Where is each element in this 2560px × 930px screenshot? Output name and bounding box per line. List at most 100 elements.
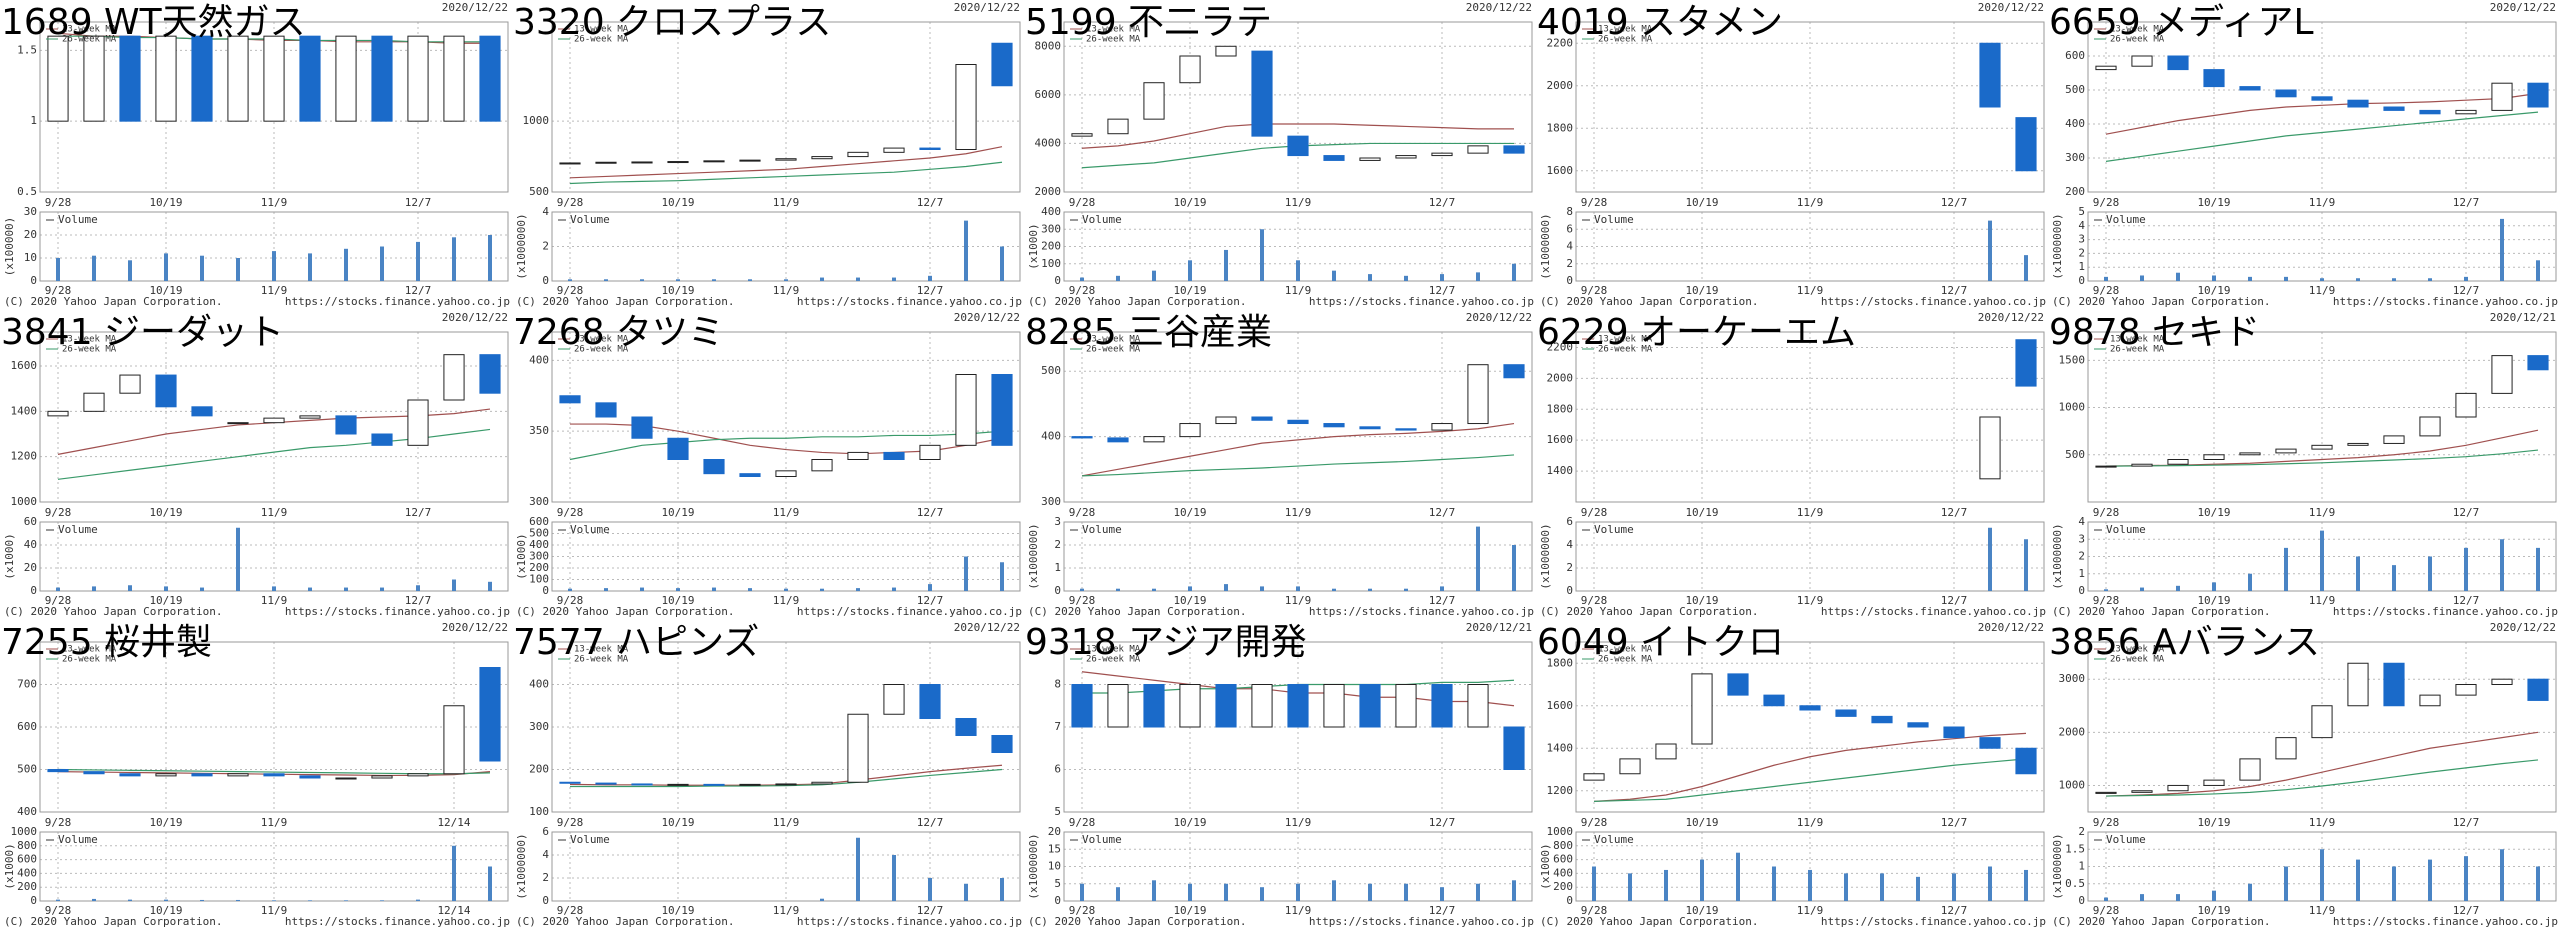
x-tick-label: 9/28	[1069, 816, 1096, 829]
volume-bar	[1772, 866, 1776, 901]
candle-body	[119, 374, 141, 394]
candle-body	[227, 422, 249, 425]
volume-bar	[1116, 275, 1120, 281]
volume-legend: Volume	[2106, 523, 2146, 536]
x-tick-label: 11/9	[1285, 506, 1312, 519]
candle-body	[443, 705, 465, 775]
x-tick-label: 10/19	[149, 506, 182, 519]
candle-body	[2131, 463, 2153, 467]
volume-bar	[2464, 276, 2468, 281]
y-tick-label: 1200	[1547, 784, 1574, 797]
x-tick-label: 11/9	[773, 816, 800, 829]
candle-body	[227, 35, 249, 122]
candle-body	[1431, 152, 1453, 157]
x-tick-label: 10/19	[1685, 196, 1718, 209]
y-tick-label: 1	[2078, 260, 2085, 273]
candle-body	[595, 402, 617, 418]
candle-body	[2203, 779, 2225, 786]
candle-body	[2203, 454, 2225, 460]
volume-bar	[2428, 278, 2432, 281]
legend-label: 13-week MA	[574, 335, 629, 345]
x-tick-label: 11/9	[1797, 196, 1824, 209]
volume-bar	[712, 587, 716, 591]
volume-bar	[748, 279, 752, 281]
volume-bar	[1000, 878, 1004, 901]
volume-bar	[784, 279, 788, 281]
legend-label: 26-week MA	[574, 345, 629, 355]
source: https://stocks.finance.yahoo.co.jp	[2333, 915, 2558, 928]
candle-body	[2383, 106, 2405, 111]
chart-title: 7255 桜井製	[1, 622, 212, 663]
date: 2020/12/22	[1466, 311, 1532, 324]
candle-body	[1323, 684, 1345, 728]
chart-title: 5199 不二ラテ	[1025, 2, 1272, 43]
volume-bar	[2212, 890, 2216, 901]
legend-label: 26-week MA	[2110, 655, 2165, 665]
copyright: (C) 2020 Yahoo Japan Corporation.	[1028, 295, 1247, 308]
date: 2020/12/22	[1978, 1, 2044, 14]
candle-body	[83, 392, 105, 412]
source: https://stocks.finance.yahoo.co.jp	[797, 295, 1022, 308]
x-tick-label: 10/19	[1685, 284, 1718, 297]
candle-body	[2347, 442, 2369, 446]
x-tick-label: 9/28	[1581, 506, 1608, 519]
x-tick-label: 12/7	[2453, 506, 2480, 519]
volume-bar	[200, 587, 204, 591]
volume-bar	[1260, 229, 1264, 281]
legend-label: 13-week MA	[1598, 335, 1653, 345]
volume-bar	[128, 899, 132, 901]
candle-body	[2311, 96, 2333, 101]
x-tick-label: 11/9	[261, 506, 288, 519]
candle-body	[2095, 465, 2117, 468]
legend-label: 13-week MA	[1086, 335, 1141, 345]
legend-label: 13-week MA	[62, 645, 117, 655]
plot-frame	[1575, 641, 2045, 813]
volume-bar	[236, 258, 240, 281]
volume-bar	[344, 248, 348, 281]
y-tick-label: 4000	[1035, 136, 1062, 149]
source: https://stocks.finance.yahoo.co.jp	[285, 915, 510, 928]
price-plot	[559, 374, 1013, 478]
x-tick-label: 10/19	[1173, 506, 1206, 519]
x-tick-label: 9/28	[1581, 904, 1608, 917]
volume-bar	[1188, 586, 1192, 591]
volume-bar	[568, 279, 572, 281]
candle-body	[559, 781, 581, 784]
x-tick-label: 10/19	[1173, 284, 1206, 297]
volume-bar	[676, 279, 680, 281]
price-plot	[1583, 673, 2037, 802]
copyright: (C) 2020 Yahoo Japan Corporation.	[4, 295, 223, 308]
volume-bar	[1332, 588, 1336, 591]
x-tick-label: 11/9	[1285, 904, 1312, 917]
volume-bar	[1512, 545, 1516, 591]
volume-legend: Volume	[2106, 213, 2146, 226]
y-tick-label: 500	[529, 527, 549, 540]
volume-bar	[1404, 883, 1408, 901]
candle-body	[1871, 715, 1893, 724]
y-tick-label: 4	[542, 848, 549, 861]
candle-body	[739, 473, 761, 477]
x-tick-label: 11/9	[773, 196, 800, 209]
volume-bar	[1440, 887, 1444, 901]
volume-bar	[344, 900, 348, 901]
y-tick-label: 200	[529, 561, 549, 574]
candle-body	[2015, 117, 2037, 172]
volume-bar	[1844, 873, 1848, 901]
candle-body	[1799, 705, 1821, 711]
y-tick-label: 500	[2065, 448, 2085, 461]
candle-body	[407, 773, 429, 777]
price-plot	[47, 667, 501, 780]
candle-body	[1179, 423, 1201, 438]
x-tick-label: 10/19	[2197, 196, 2230, 209]
candle-body	[1907, 722, 1929, 728]
candle-body	[883, 451, 905, 460]
candle-body	[559, 395, 581, 404]
legend-label: 26-week MA	[62, 655, 117, 665]
volume-bar	[1332, 270, 1336, 281]
candle-body	[2167, 459, 2189, 465]
candle-body	[775, 470, 797, 478]
y-tick-label: 4	[1566, 538, 1573, 551]
volume-bar	[1700, 859, 1704, 901]
volume-unit: (x1000)	[3, 843, 16, 889]
x-tick-label: 10/19	[2197, 284, 2230, 297]
